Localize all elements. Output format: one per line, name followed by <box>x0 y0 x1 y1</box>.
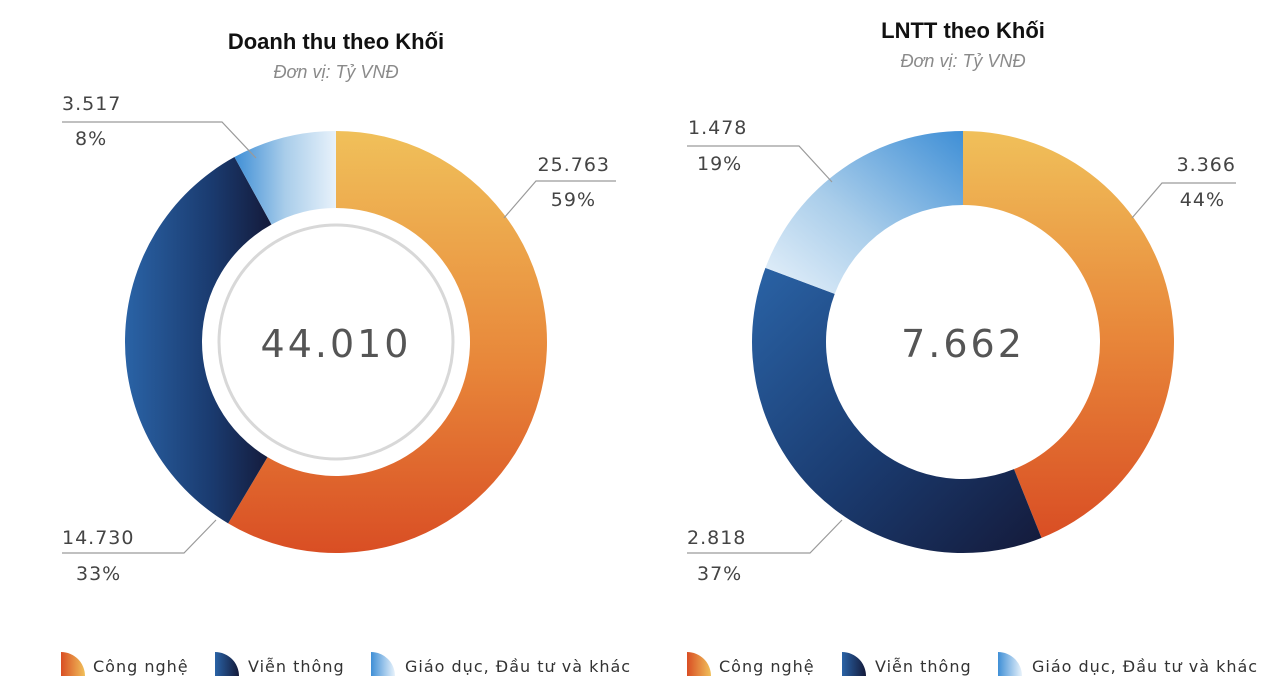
revenue-total: 44.010 <box>261 322 412 366</box>
revenue-slice-education[interactable] <box>234 131 336 225</box>
legend-item-telecom: Viễn thông <box>875 657 972 676</box>
profit-donut <box>751 131 1174 553</box>
legend-item-technology: Công nghệ <box>719 657 815 676</box>
revenue-label-technology-percent: 59% <box>551 189 596 211</box>
revenue-donut <box>125 131 548 553</box>
profit-label-education-value: 1.478 <box>688 117 747 139</box>
profit-label-education-percent: 19% <box>697 153 742 175</box>
navy-gradient-quarter-icon <box>842 652 866 676</box>
legend-item-telecom: Viễn thông <box>248 657 345 676</box>
profit-chart-title: LNTT theo Khối <box>881 18 1045 43</box>
revenue-slice-technology[interactable] <box>228 131 548 553</box>
revenue-label-telecom-value: 14.730 <box>62 527 134 549</box>
revenue-leader-telecom <box>62 519 217 554</box>
navy-gradient-quarter-icon <box>215 652 239 676</box>
revenue-chart: Doanh thu theo Khối Đơn vị: Tỷ VNĐ 44.01… <box>62 29 616 585</box>
profit-leader-education <box>687 145 833 183</box>
revenue-donut-inner-ring <box>217 223 455 461</box>
orange-gradient-quarter-icon <box>687 652 711 676</box>
revenue-leader-technology <box>503 180 616 219</box>
revenue-label-education-value: 3.517 <box>62 93 121 115</box>
revenue-slice-telecom[interactable] <box>125 157 272 524</box>
profit-label-telecom-percent: 37% <box>697 563 742 585</box>
revenue-chart-subtitle: Đơn vị: Tỷ VNĐ <box>274 62 399 82</box>
profit-leader-technology <box>1131 182 1236 219</box>
profit-slice-technology[interactable] <box>963 131 1174 538</box>
profit-label-telecom-value: 2.818 <box>687 527 746 549</box>
profit-label-technology-value: 3.366 <box>1177 154 1236 176</box>
legend-item-education: Giáo dục, Đầu tư và khác <box>405 657 631 676</box>
revenue-label-education-percent: 8% <box>75 128 107 150</box>
legend-item-education: Giáo dục, Đầu tư và khác <box>1032 657 1258 676</box>
profit-chart: LNTT theo Khối Đơn vị: Tỷ VNĐ 7.662 1.47… <box>687 18 1236 585</box>
profit-chart-subtitle: Đơn vị: Tỷ VNĐ <box>901 51 1026 71</box>
legend-left: Công nghệ Viễn thông Giáo dục, Đầu tư và… <box>61 652 631 676</box>
light-blue-gradient-quarter-icon <box>371 652 395 676</box>
profit-label-technology-percent: 44% <box>1180 189 1225 211</box>
profit-slice-education[interactable] <box>765 131 963 294</box>
profit-leader-telecom <box>687 519 843 554</box>
revenue-label-technology-value: 25.763 <box>538 154 610 176</box>
revenue-chart-title: Doanh thu theo Khối <box>228 29 444 54</box>
legend-right: Công nghệ Viễn thông Giáo dục, Đầu tư và… <box>687 652 1258 676</box>
revenue-label-telecom-percent: 33% <box>76 563 121 585</box>
orange-gradient-quarter-icon <box>61 652 85 676</box>
profit-total: 7.662 <box>901 322 1025 366</box>
legend-item-technology: Công nghệ <box>93 657 189 676</box>
light-blue-gradient-quarter-icon <box>998 652 1022 676</box>
revenue-leader-education <box>62 121 257 159</box>
profit-slice-telecom[interactable] <box>751 267 1042 553</box>
